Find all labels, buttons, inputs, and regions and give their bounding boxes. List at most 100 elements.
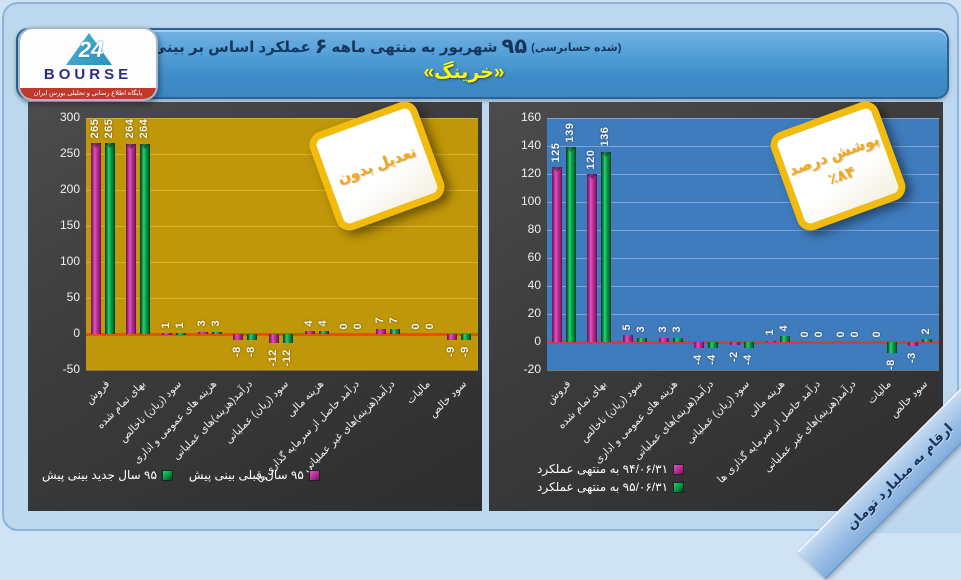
page-title: ‎پیش‎ ‎بینی‎ ‎بر‎ ‎اساس‎ ‎عملکرد‎ ۶ ‎ماه… — [115, 33, 622, 61]
value-label: 0 — [799, 329, 812, 337]
bar-magenta — [551, 167, 562, 342]
y-axis-tick: 20 — [527, 306, 541, 320]
bar-magenta — [375, 328, 386, 334]
bar-magenta — [765, 340, 776, 343]
y-axis-tick: 100 — [59, 254, 80, 268]
value-label: 265 — [102, 118, 115, 138]
x-axis-label: فروش — [83, 378, 113, 407]
value-label: 0 — [409, 321, 422, 329]
legend-entry: ‎عملکرد‎ ‎منتهی‎ ‎به‎ ‎۹۵/۰۶/۳۱‎ — [537, 480, 685, 494]
gridline — [86, 370, 478, 371]
gridline — [547, 146, 939, 147]
x-axis-label: سود (زیان) عملیاتی — [683, 378, 752, 447]
legend-entry: ‎پیش‎ ‎بینی‎ ‎جدید‎ ‎سال‎ ‎۹۵‎ — [42, 468, 173, 482]
x-axis-label: سود (زیان) عملیاتی — [222, 378, 291, 447]
gridline — [547, 202, 939, 203]
value-label: -8 — [245, 346, 258, 358]
logo-tagline: پایگاه اطلاع رسانی و تحلیلی بورس ایران — [20, 88, 156, 99]
value-label: 125 — [549, 141, 562, 162]
gridline — [547, 258, 939, 259]
bar-green — [886, 342, 897, 354]
bar-magenta — [694, 342, 705, 348]
y-axis-tick: -50 — [62, 362, 80, 376]
value-label: 0 — [834, 329, 847, 337]
bar-green — [672, 337, 683, 342]
bar-green — [247, 334, 258, 340]
bar-green — [318, 331, 329, 334]
value-label: -2 — [728, 351, 740, 363]
bar-magenta — [304, 331, 315, 334]
x-axis-label: سود (زیان) ناخالص — [116, 378, 184, 445]
logo-triangle-icon: 24 — [58, 31, 118, 65]
value-label: 3 — [209, 319, 222, 327]
value-label: 7 — [373, 316, 386, 324]
value-label: 264 — [138, 118, 151, 139]
bar-magenta — [269, 334, 279, 343]
legend-marker-magenta — [308, 469, 320, 481]
title-part: ‎ماهه‎ ‎منتهی‎ ‎به‎ ‎شهریور‎ — [331, 39, 498, 56]
zero-line — [86, 333, 478, 336]
bar-top-bevel — [90, 143, 101, 149]
bar-magenta — [658, 337, 669, 342]
title-audited-note: ‎(حسابرسی‎ ‎شده)‎ — [531, 41, 622, 54]
gridline — [547, 230, 939, 231]
y-axis-tick: 0 — [73, 326, 80, 340]
bourse24-logo: 24 BOURSE پایگاه اطلاع رسانی و تحلیلی بو… — [18, 27, 158, 101]
bar-green — [601, 151, 612, 342]
y-axis-tick: 100 — [520, 194, 541, 208]
y-axis-tick: 250 — [59, 146, 80, 160]
value-label: 136 — [599, 126, 612, 147]
gridline — [547, 286, 939, 287]
y-axis-tick: 0 — [534, 334, 541, 348]
value-label: 3 — [195, 319, 208, 327]
value-label: -9 — [459, 347, 472, 358]
chart-legend: ‎عملکرد‎ ‎منتهی‎ ‎به‎ ‎۹۴/۰۶/۳۱‎ ‎عملکرد‎… — [537, 462, 685, 494]
value-label: 265 — [88, 118, 101, 138]
value-label: 4 — [302, 319, 315, 326]
value-label: 4 — [777, 324, 790, 331]
gridline — [86, 298, 478, 299]
gridline — [86, 154, 478, 155]
value-label: 0 — [813, 329, 826, 337]
bar-top-bevel — [140, 143, 151, 149]
value-label: -4 — [706, 354, 719, 365]
value-label: 1 — [174, 321, 187, 328]
value-label: 5 — [621, 322, 634, 330]
bar-green — [708, 342, 719, 348]
bar-magenta — [126, 143, 137, 334]
bar-green — [283, 334, 293, 343]
x-axis-label: سود (زیان) ناخالص — [577, 378, 645, 445]
bar-magenta — [908, 342, 919, 347]
value-label: 3 — [656, 325, 669, 333]
bar-green — [140, 143, 151, 334]
bar-magenta — [90, 143, 101, 334]
x-axis-label: سود خالص — [426, 378, 469, 421]
bar-magenta — [197, 331, 208, 334]
bar-green — [211, 331, 222, 334]
y-axis-tick: 80 — [527, 222, 541, 236]
logo-brand-text: BOURSE — [43, 66, 133, 83]
bar-magenta — [623, 335, 634, 342]
bar-green — [176, 333, 187, 335]
title-digit: ۶ — [314, 35, 328, 58]
bar-magenta — [162, 333, 173, 335]
sticky-note-text: ‎بدون‎ ‎تعدیل‎ — [334, 141, 419, 190]
value-label: 0 — [870, 329, 883, 337]
bar-top-bevel — [565, 147, 576, 153]
bar-magenta — [730, 342, 740, 345]
company-name: «خرینگ» — [423, 62, 505, 83]
value-label: 0 — [848, 329, 861, 337]
chart-panel-forecast: ‎پیش‎ ‎بینی‎ ‎قبلی‎ ‎سال‎ ‎۹۵‎ ‎پیش‎ ‎بین… — [28, 97, 482, 511]
value-label: 0 — [423, 321, 436, 329]
legend-label: ‎پیش‎ ‎بینی‎ ‎قبلی‎ ‎سال‎ ‎۹۵‎ — [188, 468, 304, 482]
value-label: -4 — [692, 354, 705, 365]
legend-entry: ‎عملکرد‎ ‎منتهی‎ ‎به‎ ‎۹۴/۰۶/۳۱‎ — [537, 462, 685, 476]
gridline — [547, 314, 939, 315]
value-label: -3 — [906, 352, 919, 364]
bar-magenta — [233, 334, 244, 340]
value-label: 0 — [352, 321, 365, 329]
value-label: 139 — [563, 122, 576, 143]
value-label: -8 — [231, 346, 244, 358]
bar-top-bevel — [587, 174, 598, 179]
